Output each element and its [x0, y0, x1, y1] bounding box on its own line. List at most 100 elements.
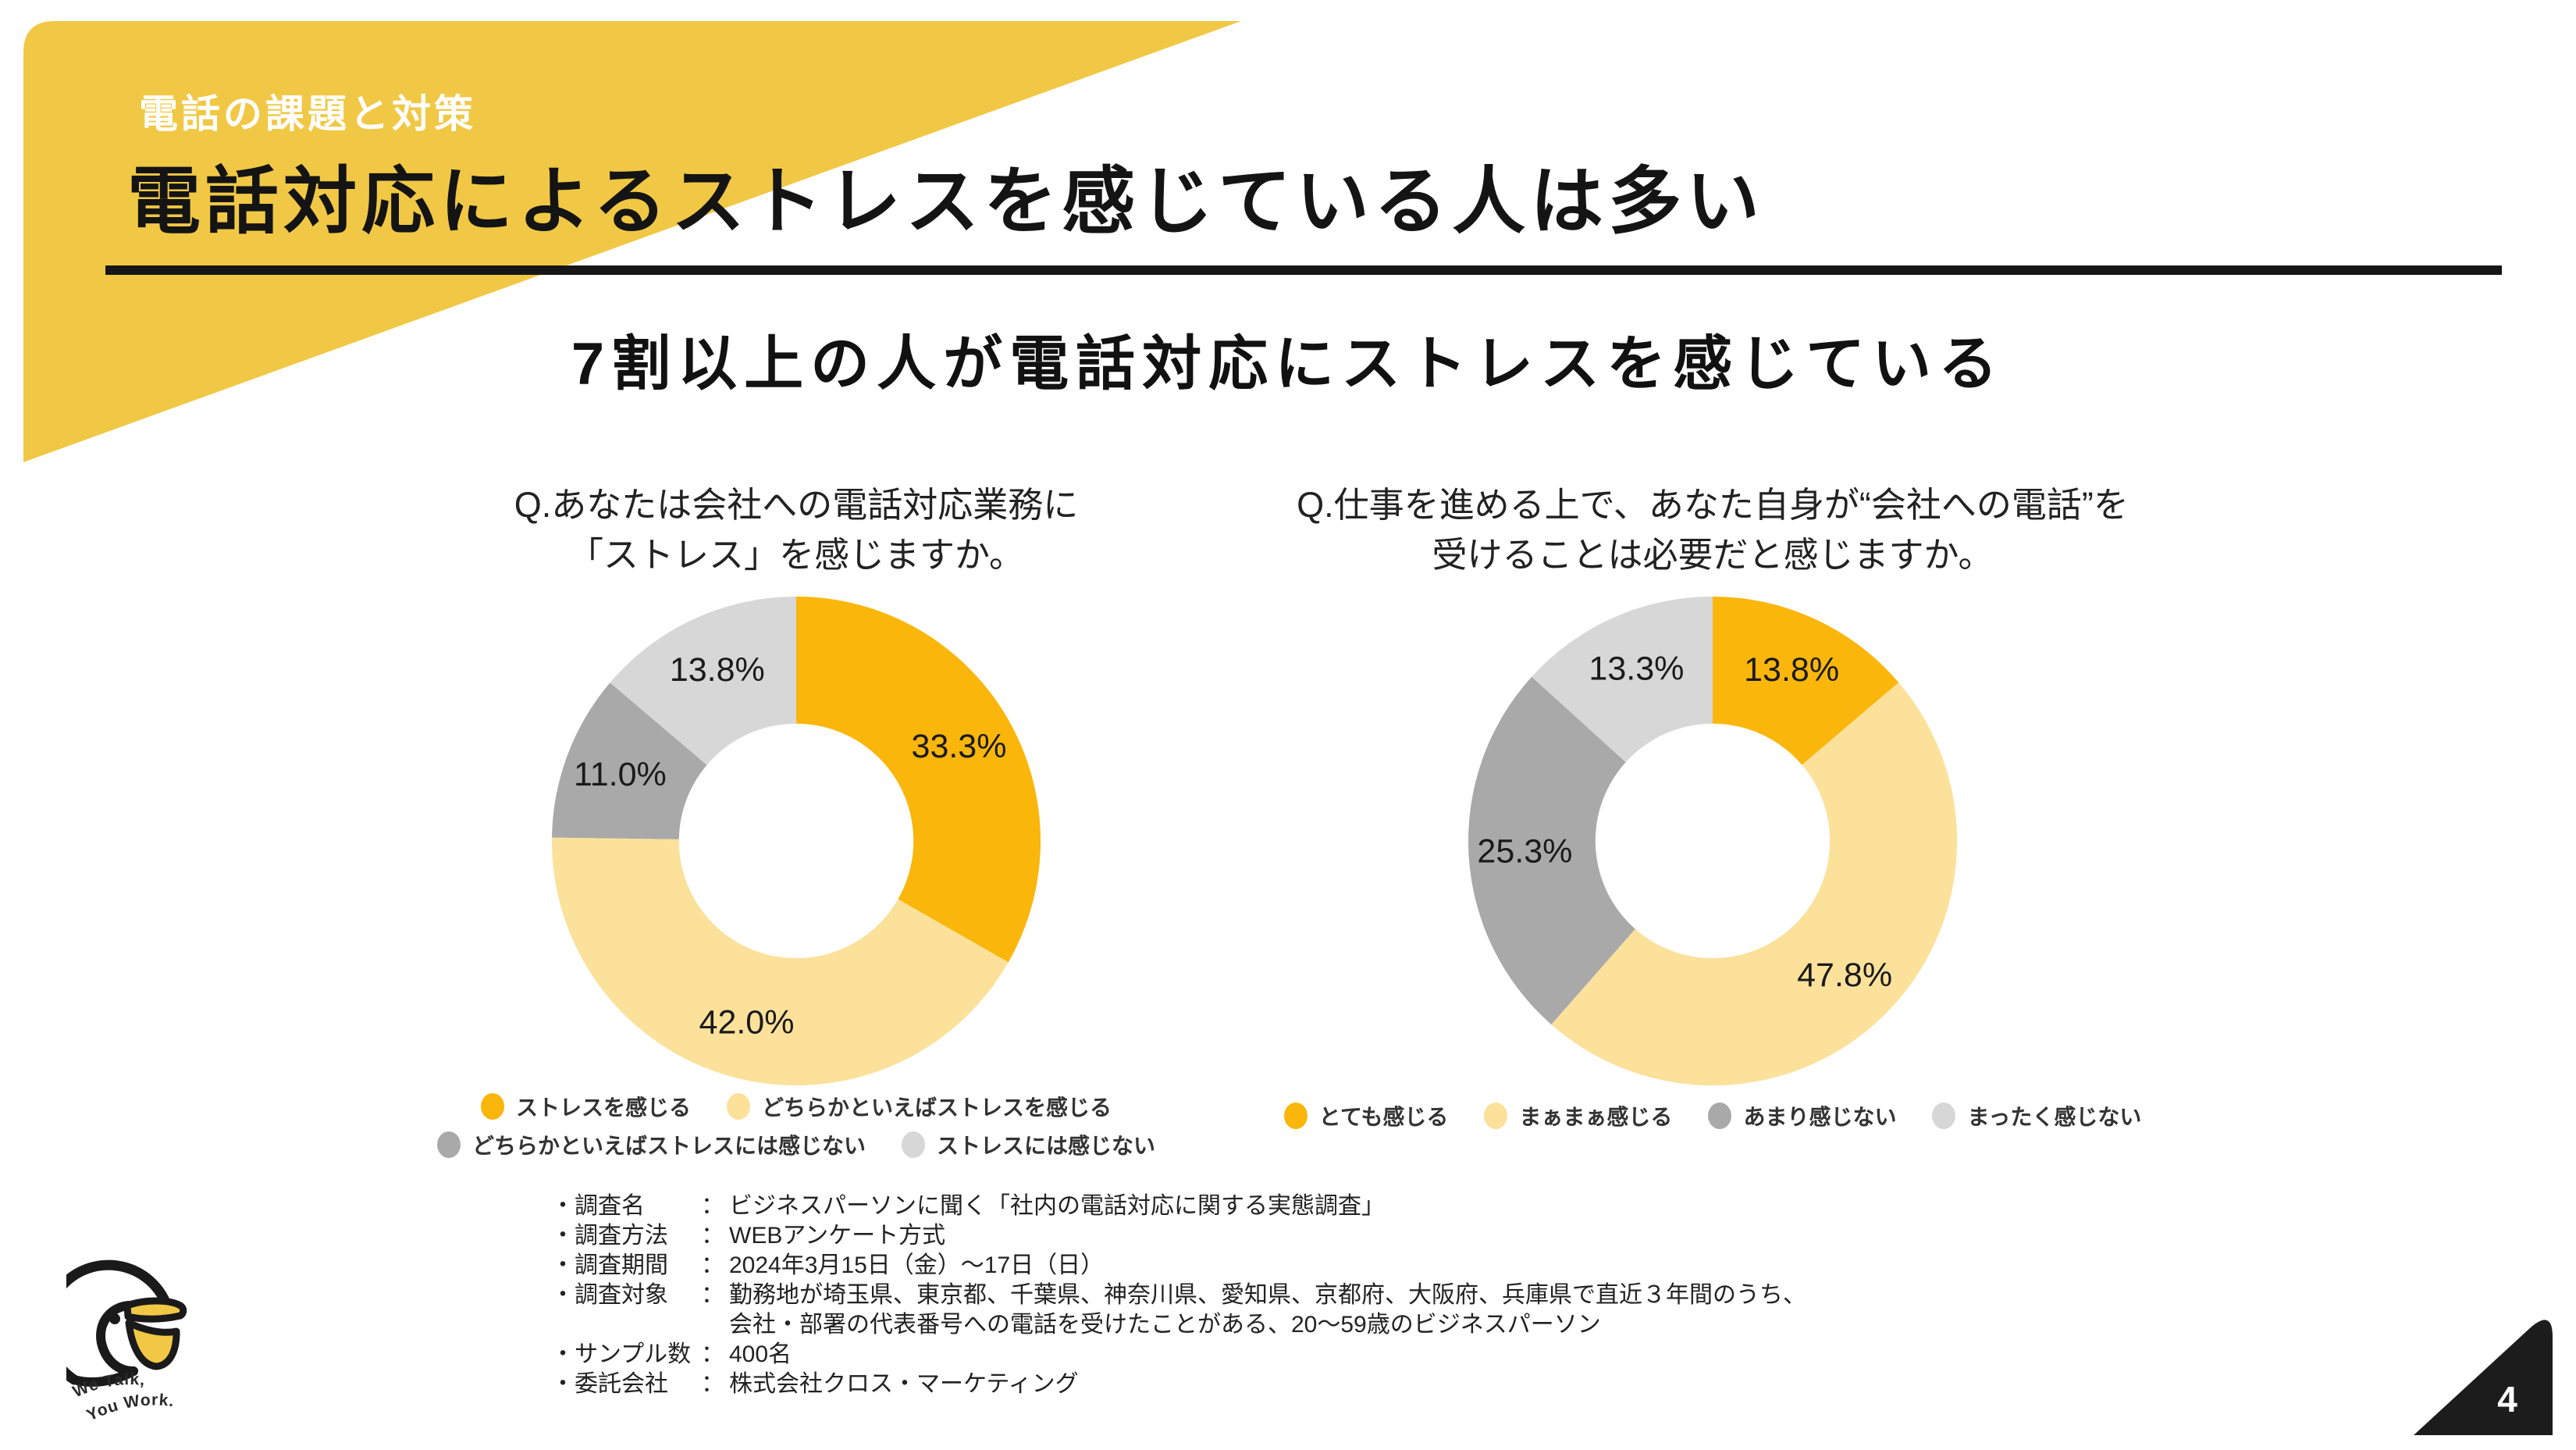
legend-item: とても感じる: [1283, 1100, 1449, 1131]
legend-item: まぁまぁ感じる: [1484, 1100, 1672, 1131]
pelican-head-outline-icon: [66, 1259, 172, 1385]
slice-percent-label: 42.0%: [699, 1004, 795, 1042]
corner-triangle-icon: [2414, 1320, 2553, 1435]
legend-item: どちらかといえばストレスには感じない: [436, 1129, 866, 1160]
survey-details: ・調査名：ビジネスパーソンに聞く「社内の電話対応に関する実態調査」 ・調査方法： W…: [551, 1192, 1806, 1399]
donut-chart-necessity: 13.8% 47.8% 25.3% 13.3%: [1468, 597, 1958, 1086]
header-eyebrow: 電話の課題と対策: [139, 92, 476, 136]
survey-row-colon: ：: [701, 1193, 724, 1219]
legend-label: まぁまぁ感じる: [1519, 1104, 1673, 1129]
chart-legend-right: とても感じる まぁまぁ感じる あまり感じない まったく感じない: [1229, 1096, 2197, 1135]
page-title: 電話対応によるストレスを感じている人は多い: [127, 160, 1765, 242]
survey-row-label: ・調査期間: [551, 1252, 668, 1278]
slice-percent-label: 11.0%: [574, 756, 667, 793]
legend-dot-icon: [1484, 1102, 1508, 1129]
chart-question-right: Q.仕事を進める上で、あなた自身が“会社への電話”を 受けることは必要だと感じます…: [1244, 480, 2181, 580]
legend-label: あまり感じない: [1743, 1104, 1897, 1129]
survey-row-value: 会社・部署の代表番号への電話を受けたことがある、20～59歳のビジネスパーソン: [729, 1312, 1601, 1338]
pelican-eye-icon: [109, 1313, 120, 1324]
logo-text-line2: You Work.: [84, 1391, 176, 1424]
legend-item: あまり感じない: [1708, 1100, 1896, 1131]
page-number: 4: [2497, 1379, 2517, 1420]
donut-slice: [610, 597, 796, 765]
legend-label: ストレスを感じる: [515, 1095, 691, 1120]
survey-row-value: 400名: [729, 1341, 792, 1367]
survey-row: ・調査期間 ： 2024年3月15日（金）～17日（日）: [551, 1251, 1806, 1281]
chart-question-line: Q.仕事を進める上で、あなた自身が“会社への電話”を: [1297, 485, 2129, 525]
survey-row-value: 勤務地が埼玉県、東京都、千葉県、神奈川県、愛知県、京都府、大阪府、兵庫県で直近３…: [729, 1282, 1806, 1308]
survey-row-label: ・調査対象: [551, 1282, 668, 1308]
legend-dot-icon: [727, 1092, 750, 1120]
survey-row: ・調査方法 ： WEBアンケート方式: [551, 1221, 1806, 1251]
survey-row-colon: ：: [701, 1252, 724, 1278]
survey-row-label: ・調査方法: [551, 1223, 668, 1249]
slice-percent-label: 33.3%: [912, 728, 1007, 765]
slice-percent-label: 13.3%: [1589, 650, 1684, 688]
title-underline: [105, 265, 2502, 275]
slice-percent-label: 47.8%: [1797, 957, 1892, 994]
survey-row-value: 株式会社クロス・マーケティング: [729, 1371, 1079, 1397]
survey-row-label: ・調査名: [551, 1193, 645, 1219]
legend-dot-icon: [1283, 1102, 1308, 1129]
survey-row-value: ビジネスパーソンに聞く「社内の電話対応に関する実態調査」: [729, 1193, 1385, 1219]
legend-item: まったく感じない: [1932, 1100, 2141, 1131]
legend-row: ストレスを感じる どちらかといえばストレスを感じる: [328, 1087, 1265, 1125]
survey-row: ・調査対象 ：勤務地が埼玉県、東京都、千葉県、神奈川県、愛知県、京都府、大阪府、兵…: [551, 1281, 1806, 1310]
donut-slice: [1551, 682, 1958, 1086]
header-banner-shape: [23, 21, 1241, 462]
legend-item: ストレスには感じない: [902, 1129, 1155, 1160]
legend-dot-icon: [1932, 1102, 1956, 1129]
survey-row-colon: [701, 1310, 729, 1340]
legend-label: どちらかといえばストレスには感じない: [471, 1133, 866, 1158]
legend-label: どちらかといえばストレスを感じる: [762, 1095, 1112, 1120]
pelican-upper-beak-icon: [123, 1297, 187, 1323]
survey-row-label: ・サンプル数: [551, 1341, 692, 1367]
page-number-corner: 4: [2414, 1320, 2553, 1435]
survey-row-label: ・委託会社: [551, 1371, 668, 1397]
survey-row-label: [551, 1310, 701, 1340]
chart-question-line: 受けることは必要だと感じますか。: [1432, 535, 1994, 575]
slice-percent-label: 25.3%: [1477, 833, 1572, 871]
legend-dot-icon: [480, 1092, 504, 1120]
survey-row: ・サンプル数 ： 400名: [551, 1340, 1806, 1370]
donut-slice: [1468, 676, 1635, 1025]
survey-row: ・調査名 ：ビジネスパーソンに聞く「社内の電話対応に関する実態調査」: [551, 1192, 1806, 1221]
legend-row: とても感じる まぁまぁ感じる あまり感じない まったく感じない: [1229, 1096, 2197, 1135]
legend-dot-icon: [436, 1131, 461, 1158]
survey-row-colon: ：: [701, 1341, 724, 1367]
survey-row-colon: ：: [701, 1223, 724, 1249]
legend-dot-icon: [1708, 1102, 1732, 1129]
legend-row: どちらかといえばストレスには感じない ストレスには感じない: [328, 1125, 1265, 1163]
pelican-chin-icon: [69, 1366, 138, 1387]
legend-item: どちらかといえばストレスを感じる: [727, 1091, 1112, 1122]
survey-row: ・委託会社 ：株式会社クロス・マーケティング: [551, 1370, 1806, 1399]
donut-chart-stress: 33.3% 42.0% 11.0% 13.8%: [551, 597, 1041, 1086]
banner-triangle: [23, 21, 1241, 462]
survey-row-colon: ：: [701, 1282, 724, 1308]
legend-label: まったく感じない: [1967, 1104, 2142, 1129]
chart-question-left: Q.あなたは会社への電話対応業務に 「ストレス」を感じますか。: [328, 480, 1265, 580]
survey-row: 会社・部署の代表番号への電話を受けたことがある、20～59歳のビジネスパーソン: [551, 1310, 1806, 1340]
logo-pelican: We Talk, You Work.: [66, 1259, 187, 1424]
survey-row-value: WEBアンケート方式: [729, 1223, 946, 1249]
legend-label: とても感じる: [1318, 1104, 1449, 1129]
slice-percent-label: 13.8%: [1744, 651, 1839, 689]
survey-row-colon: ：: [701, 1371, 724, 1397]
donut-slice: [552, 682, 707, 839]
pelican-face-icon: [96, 1301, 138, 1376]
survey-row-value: 2024年3月15日（金）～17日（日）: [729, 1252, 1105, 1278]
key-message: 7割以上の人が電話対応にストレスを感じている: [571, 331, 2005, 397]
donut-slice: [796, 597, 1041, 963]
donut-slice: [1532, 597, 1713, 763]
donut-slice: [551, 837, 1009, 1086]
legend-label: ストレスには感じない: [937, 1133, 1156, 1158]
chart-question-line: Q.あなたは会社への電話対応業務に: [514, 485, 1079, 525]
legend-item: ストレスを感じる: [480, 1091, 691, 1122]
pelican-pouch-icon: [125, 1319, 180, 1370]
donut-slice: [1713, 597, 1899, 765]
chart-question-line: 「ストレス」を感じますか。: [568, 535, 1025, 575]
legend-dot-icon: [902, 1131, 925, 1158]
chart-legend-left: ストレスを感じる どちらかといえばストレスを感じるどちらかといえばストレスには感じ…: [328, 1087, 1265, 1163]
slice-percent-label: 13.8%: [670, 651, 765, 689]
